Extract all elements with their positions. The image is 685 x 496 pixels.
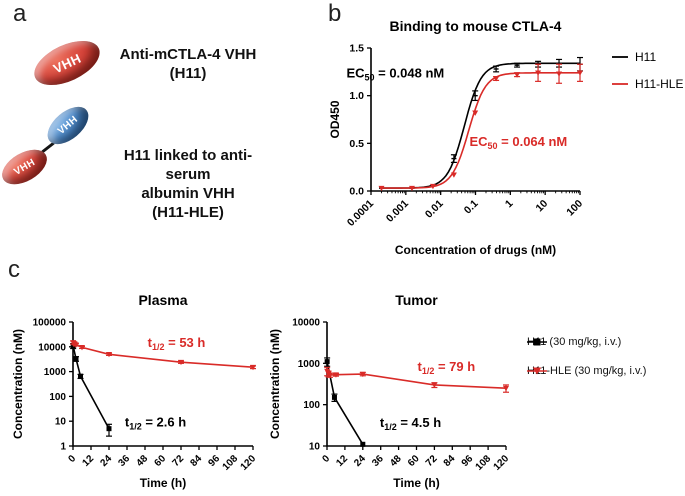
svg-text:120: 120 [492,453,512,473]
svg-text:Concentration of drugs (nM): Concentration of drugs (nM) [395,243,556,257]
legend-item-h11-hle: H11-HLE (30 mg/kg, i.v.) [527,365,647,377]
svg-text:48: 48 [388,453,404,469]
panel-b-label: b [328,0,342,27]
triangle-marker-icon [527,367,547,375]
svg-text:0.0: 0.0 [349,186,364,198]
svg-text:12: 12 [80,453,96,469]
vhh-domain-text: VHH [11,156,38,178]
vhh-domain-text: VHH [50,50,84,76]
svg-text:96: 96 [206,453,222,469]
svg-text:36: 36 [116,453,132,469]
svg-text:96: 96 [460,453,476,469]
svg-text:108: 108 [474,453,494,473]
svg-text:100: 100 [49,392,66,403]
svg-text:t1/2 = 53 h: t1/2 = 53 h [148,335,206,352]
svg-text:Tumor: Tumor [395,292,438,308]
svg-text:10: 10 [534,198,551,215]
svg-text:0.001: 0.001 [384,198,411,225]
svg-text:Binding to mouse CTLA-4: Binding to mouse CTLA-4 [390,18,562,34]
legend-item-h11: H11 (30 mg/kg, i.v.) [527,336,622,348]
svg-text:0.5: 0.5 [349,138,364,150]
svg-text:10000: 10000 [38,342,66,353]
svg-text:36: 36 [370,453,386,469]
svg-text:0.0001: 0.0001 [345,198,376,229]
vhh-domain-text: VHH [55,114,81,137]
svg-text:0: 0 [66,453,78,465]
svg-text:H11: H11 [635,50,656,64]
svg-text:1000: 1000 [44,367,67,378]
svg-text:Plasma: Plasma [138,292,187,308]
svg-text:OD450: OD450 [328,100,342,138]
molecule1-caption: Anti-mCTLA-4 VHH (H11) [119,46,257,82]
svg-text:1: 1 [503,198,516,211]
svg-text:Concentration (nM): Concentration (nM) [268,329,282,439]
svg-text:1: 1 [60,442,66,453]
svg-text:1.0: 1.0 [349,90,364,102]
svg-text:0: 0 [320,453,332,465]
svg-text:60: 60 [406,453,422,469]
panel-c-label: c [8,256,20,283]
binding-curve-chart: 0.0 0.5 1.0 1.5 0.0001 0.001 0.01 0.1 1 10 100 Bind… [328,18,683,257]
svg-text:84: 84 [442,453,458,469]
svg-text:72: 72 [170,453,186,469]
vhh-red-domain-large: VHH [27,31,107,95]
square-marker-icon [527,338,547,346]
svg-text:24: 24 [98,453,114,469]
svg-text:t1/2 = 79 h: t1/2 = 79 h [417,359,475,376]
panel-a-label: a [13,0,27,27]
svg-text:72: 72 [424,453,440,469]
svg-text:0.01: 0.01 [423,198,446,221]
svg-text:10: 10 [55,417,67,428]
svg-text:10: 10 [309,442,321,453]
svg-text:24: 24 [352,453,368,469]
svg-text:48: 48 [134,453,150,469]
svg-text:EC50 = 0.048 nM: EC50 = 0.048 nM [346,66,444,83]
svg-text:108: 108 [221,453,241,473]
svg-text:84: 84 [188,453,204,469]
svg-text:Time (h): Time (h) [393,476,439,490]
svg-text:t1/2 = 2.6 h: t1/2 = 2.6 h [125,415,186,432]
svg-text:10000: 10000 [292,318,320,329]
svg-text:100: 100 [303,400,320,411]
svg-text:1.5: 1.5 [349,43,364,55]
svg-text:H11-HLE: H11-HLE [635,77,683,91]
svg-text:EC50 = 0.064 nM: EC50 = 0.064 nM [469,134,567,151]
pk-legend: H11 (30 mg/kg, i.v.) H11-HLE (30 mg/kg, … [527,336,646,377]
svg-text:Time (h): Time (h) [140,476,186,490]
svg-text:1000: 1000 [298,359,321,370]
svg-text:12: 12 [334,453,350,469]
svg-text:60: 60 [152,453,168,469]
molecule2-caption: H11 linked to anti-serum albumin VHH (H1… [123,147,253,221]
plasma-pk-chart: 1 10 100 1000 10000 100000 0 12 24 36 48 60 72 84 9610… [11,292,258,490]
svg-text:100000: 100000 [33,318,67,329]
svg-text:100: 100 [564,198,585,219]
svg-text:t1/2 = 4.5 h: t1/2 = 4.5 h [380,415,441,432]
svg-text:Concentration (nM): Concentration (nM) [11,329,25,439]
svg-text:0.1: 0.1 [462,198,481,217]
